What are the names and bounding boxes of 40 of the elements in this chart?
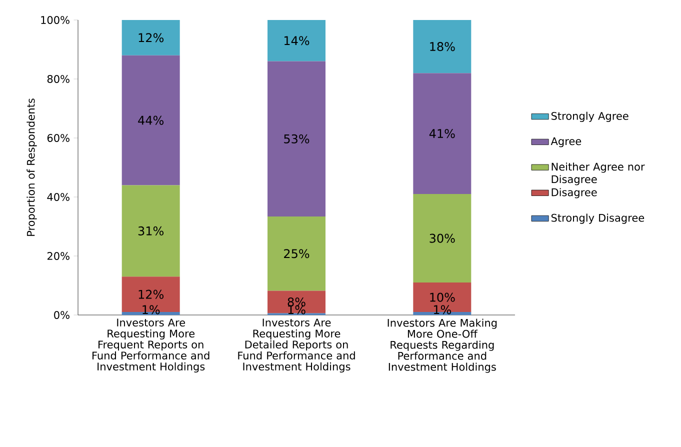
y-tick-label: 100% [41,16,70,24]
y-tick-label: 0% [54,311,70,319]
data-label: 30% [430,234,455,243]
data-label: 31% [138,226,164,236]
bar [122,276,180,312]
legend-label: Agree [550,137,582,148]
x-tick-label: Investors Are Requesting More Frequent Reports on Fund Performance and Investment Holdings [92,318,210,373]
data-label: 1% [288,305,306,314]
data-label: 10% [430,292,455,302]
legend-label: Strongly Disagree [551,214,644,224]
data-label: 44% [138,116,164,125]
x-tick-label: Investors Are Requesting More Detailed Reports on Fund Performance and Investment Holdings [238,318,355,373]
y-tick-label: 40% [47,193,70,201]
y-axis-title: Proportion of Respondents [26,98,37,236]
bar [122,20,180,56]
data-label: 18% [430,42,455,52]
bar [122,55,180,186]
bar [413,73,472,194]
data-label: 41% [429,129,455,138]
legend-label: Disagree [552,188,597,198]
data-label: 14% [284,36,310,46]
y-tick-label: 20% [47,252,70,260]
bar [122,185,180,277]
bar [268,61,326,216]
data-label: 25% [284,249,310,258]
legend-label: Strongly Agree [551,112,628,122]
data-label: 8% [288,297,306,307]
y-tick-label: 60% [47,134,70,142]
bar [413,194,472,283]
y-tick-label: 80% [47,75,70,83]
data-label: 12% [138,33,164,42]
data-label: 53% [284,134,310,144]
bar [413,282,472,312]
legend-label: Neither Agree nor Disagree [552,162,645,186]
x-tick-label: Investors Are Making More One-Off Requests Regarding Performance and Investment Holdings [388,318,497,373]
bar [268,290,326,314]
bar [413,20,472,74]
bar [268,216,326,291]
data-label: 12% [138,290,164,299]
bar [268,20,326,62]
